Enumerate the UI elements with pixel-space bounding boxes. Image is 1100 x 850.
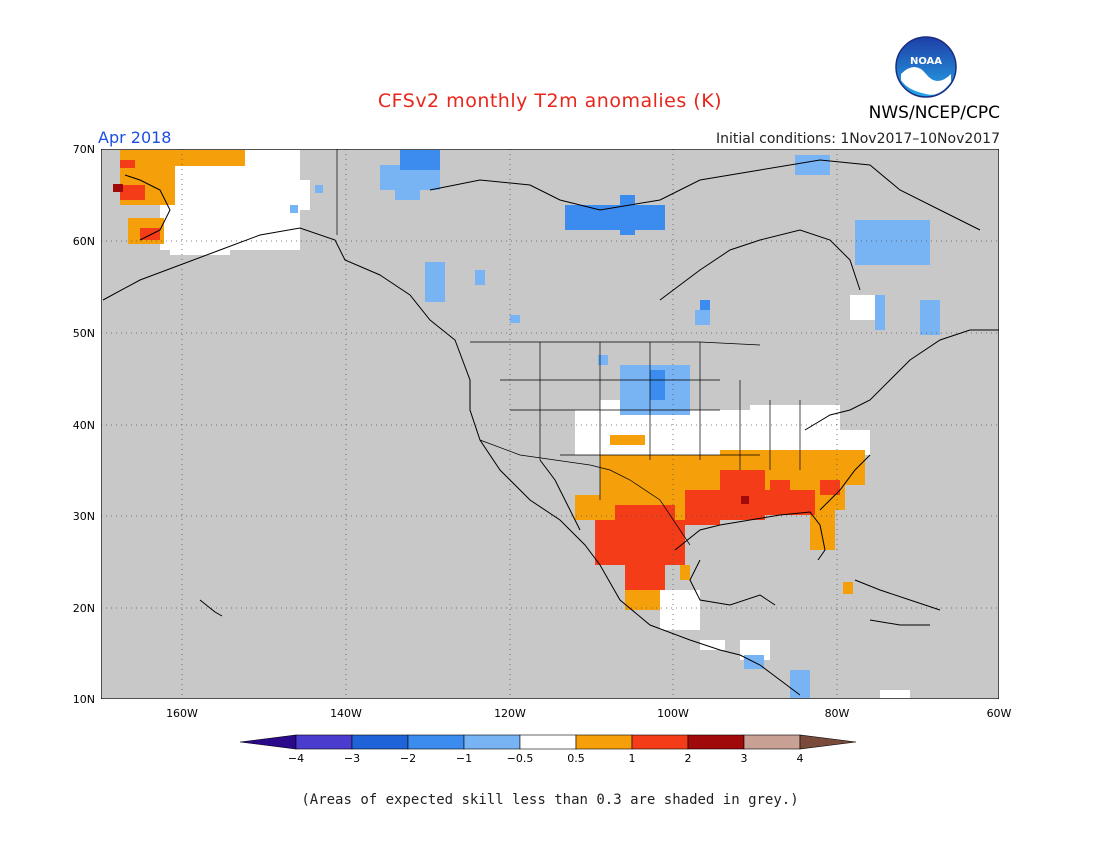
longitude-labels: 160W 140W 120W 100W 80W 60W — [166, 707, 1011, 720]
colorbar-tick-label: 4 — [797, 752, 804, 765]
colorbar-swatch — [463, 734, 521, 750]
noaa-logo: NOAA — [895, 36, 957, 98]
colorbar-tick-label: 1 — [629, 752, 636, 765]
colorbar-swatch — [743, 734, 801, 750]
lat-label: 30N — [73, 510, 95, 523]
colorbar-swatch — [631, 734, 689, 750]
colorbar-tick-label: −0.5 — [507, 752, 534, 765]
lat-label: 70N — [73, 143, 95, 156]
lon-label: 60W — [987, 707, 1012, 720]
graticule — [101, 149, 999, 699]
lat-label: 60N — [73, 235, 95, 248]
lat-label: 40N — [73, 419, 95, 432]
anomaly-1-to-2 — [120, 160, 840, 590]
neutral-regions — [160, 150, 910, 698]
colorbar-tick-label: −3 — [344, 752, 360, 765]
anomaly-2-to-3 — [113, 184, 749, 504]
footnote: (Areas of expected skill less than 0.3 a… — [301, 792, 799, 808]
anomaly-neg2-to-neg1 — [400, 150, 710, 400]
colorbar-arrow-low — [239, 734, 297, 750]
colorbar-tick-label: 2 — [685, 752, 692, 765]
colorbar-swatch — [351, 734, 409, 750]
colorbar-tick-label: 3 — [741, 752, 748, 765]
lon-label: 120W — [494, 707, 526, 720]
colorbar-swatch — [687, 734, 745, 750]
lat-label: 10N — [73, 693, 95, 706]
colorbar: −4 −3 −2 −1 −0.5 0.5 1 2 3 4 — [239, 734, 857, 765]
colorbar-swatch — [295, 734, 353, 750]
colorbar-swatch — [407, 734, 465, 750]
colorbar-tick-label: 0.5 — [567, 752, 585, 765]
organization-label: NWS/NCEP/CPC — [868, 103, 1000, 123]
lon-label: 100W — [657, 707, 689, 720]
colorbar-swatch — [519, 734, 577, 750]
coastlines — [102, 159, 999, 696]
lon-label: 140W — [330, 707, 362, 720]
map-canvas — [101, 149, 999, 699]
lat-label: 20N — [73, 602, 95, 615]
initial-conditions-label: Initial conditions: 1Nov2017–10Nov2017 — [715, 131, 1000, 147]
lon-label: 80W — [825, 707, 850, 720]
colorbar-swatch — [575, 734, 633, 750]
valid-month-label: Apr 2018 — [98, 128, 172, 147]
logo-text: NOAA — [910, 56, 942, 67]
latitude-labels: 70N 60N 50N 40N 30N 20N 10N — [73, 143, 95, 706]
colorbar-tick-label: −4 — [288, 752, 304, 765]
lat-label: 50N — [73, 327, 95, 340]
colorbar-tick-label: −1 — [456, 752, 472, 765]
lon-label: 160W — [166, 707, 198, 720]
colorbar-arrow-high — [799, 734, 857, 750]
chart-title: CFSv2 monthly T2m anomalies (K) — [377, 90, 723, 112]
political-borders — [336, 149, 801, 546]
colorbar-tick-label: −2 — [400, 752, 416, 765]
